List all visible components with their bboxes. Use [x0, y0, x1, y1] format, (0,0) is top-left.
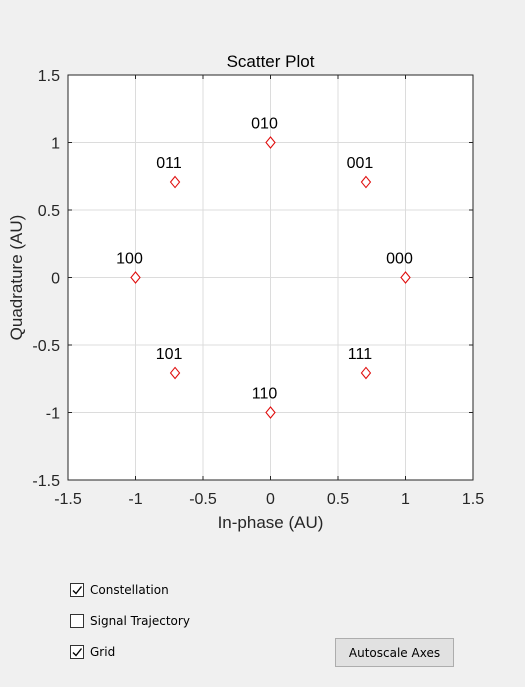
data-point-label: 011: [156, 155, 182, 172]
data-point-label: 101: [156, 346, 183, 363]
data-points: 000 001 010 011 100 101 110 111: [116, 116, 413, 419]
data-point-marker: [169, 175, 181, 189]
y-tick-label: 1: [51, 136, 60, 153]
constellation-checkbox-label: Constellation: [90, 583, 169, 597]
data-point-label: 000: [386, 251, 413, 268]
x-tick-label: -1: [128, 491, 142, 508]
y-tick-label: 0: [51, 271, 60, 288]
x-tick-label: -1.5: [54, 491, 82, 508]
y-tick-label: -0.5: [32, 338, 60, 355]
checkmark-icon: [72, 586, 83, 595]
x-tick-label: 1.5: [462, 491, 484, 508]
data-point-marker: [360, 175, 372, 189]
data-point-label: 100: [116, 251, 143, 268]
autoscale-axes-button[interactable]: Autoscale Axes: [335, 638, 454, 667]
signal-trajectory-checkbox-label: Signal Trajectory: [90, 614, 190, 628]
y-tick-label: 0.5: [38, 203, 60, 220]
x-tick-label: 0: [266, 491, 275, 508]
y-tick-label: -1: [46, 406, 60, 423]
constellation-checkbox-box[interactable]: [70, 583, 84, 597]
signal-trajectory-checkbox-box[interactable]: [70, 614, 84, 628]
x-tick-label: 0.5: [327, 491, 349, 508]
data-point-marker: [265, 406, 276, 419]
checkmark-stroke: [72, 648, 83, 657]
data-point-label: 001: [347, 155, 374, 172]
x-axis-label: In-phase (AU): [218, 513, 324, 532]
data-point-marker: [169, 366, 181, 380]
data-point-label: 111: [348, 346, 372, 363]
x-tick-label: -0.5: [189, 491, 217, 508]
scatter-plot: -1.5 -1 -0.5 0 0.5 1 1.5 -1.5 -1 -0.5 0 0.5 1 1.5 000…: [7, 52, 484, 532]
data-point-marker: [360, 366, 372, 380]
grid-checkbox-box[interactable]: [70, 645, 84, 659]
grid-checkbox-label: Grid: [90, 645, 116, 659]
constellation-checkbox[interactable]: Constellation: [70, 581, 169, 599]
x-tick-label: 1: [401, 491, 410, 508]
data-point-marker: [265, 136, 276, 149]
signal-trajectory-checkbox[interactable]: Signal Trajectory: [70, 612, 190, 630]
data-point-label: 010: [251, 116, 278, 133]
y-tick-label: 1.5: [38, 68, 60, 85]
axis-ticks: -1.5 -1 -0.5 0 0.5 1 1.5 -1.5 -1 -0.5 0 0.5 1 1.5: [32, 68, 484, 508]
checkmark-stroke: [72, 586, 83, 595]
data-point-marker: [400, 271, 411, 284]
y-tick-label: -1.5: [32, 473, 60, 490]
y-axis-label: Quadrature (AU): [7, 215, 26, 341]
chart-title: Scatter Plot: [227, 52, 315, 71]
data-point-label: 110: [252, 386, 278, 403]
grid-checkbox[interactable]: Grid: [70, 643, 115, 661]
data-point-marker: [130, 271, 141, 284]
checkmark-icon: [72, 648, 83, 657]
